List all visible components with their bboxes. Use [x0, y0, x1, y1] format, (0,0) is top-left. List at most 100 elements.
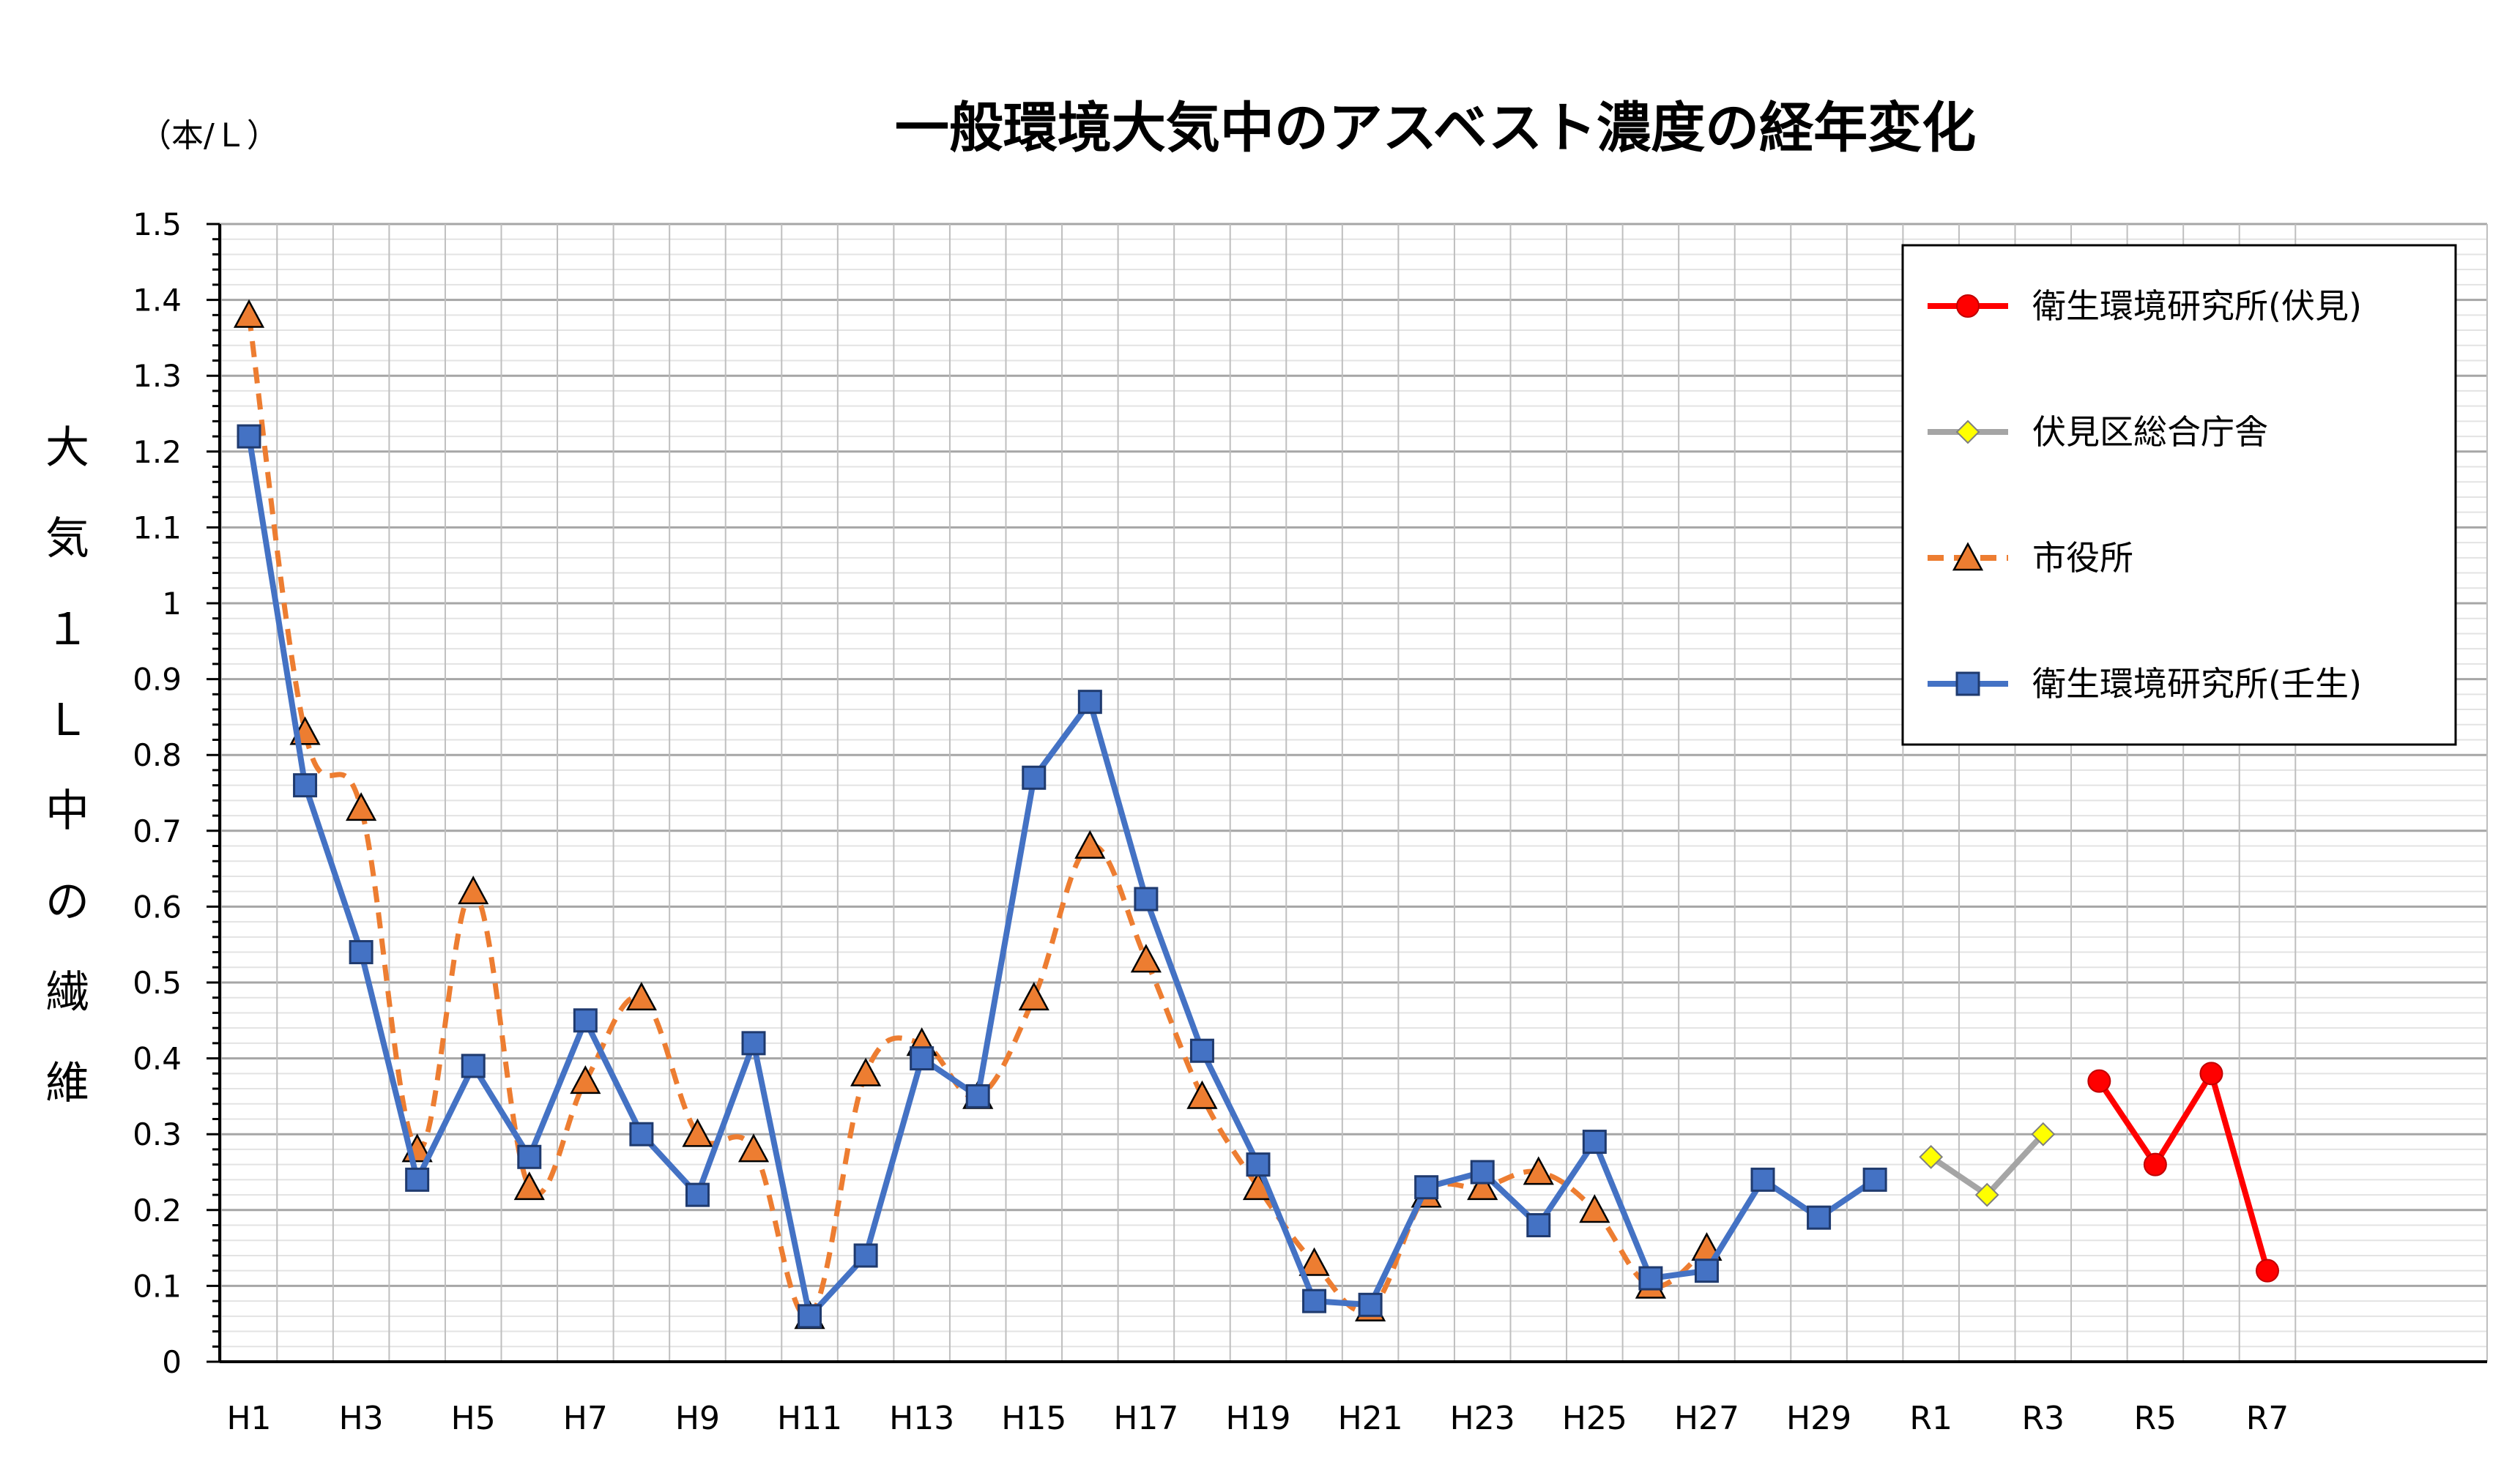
data-point — [573, 1008, 598, 1033]
series-square — [237, 424, 1887, 1329]
data-point — [1470, 1160, 1495, 1185]
data-point — [517, 1144, 542, 1169]
series-group — [233, 299, 2279, 1330]
legend-item: 衛生環境研究所(伏見) — [1928, 286, 2362, 326]
series-line — [2097, 1070, 2270, 1272]
data-point — [233, 299, 265, 328]
data-point — [349, 940, 374, 965]
data-point — [346, 792, 377, 821]
data-point — [1955, 420, 1980, 444]
data-point — [1526, 1213, 1551, 1238]
data-point — [1862, 1167, 1887, 1192]
x-tick-label: H25 — [1562, 1400, 1627, 1437]
y-axis-label-char: １ — [45, 604, 89, 655]
data-point — [1955, 671, 1980, 696]
axes — [207, 223, 2487, 1363]
series-diamond — [1919, 1122, 2056, 1207]
data-point — [513, 1171, 545, 1201]
y-axis-label-char: 中 — [45, 786, 89, 837]
data-point — [1919, 1144, 1944, 1169]
data-point — [682, 1118, 713, 1147]
data-point — [1414, 1175, 1439, 1200]
legend-item: 衛生環境研究所(壬生) — [1928, 664, 2362, 704]
y-tick-label: 0.6 — [133, 889, 182, 925]
x-tick-labels: H1 H3 H5 H7 H9 H11 H13 H15 H17 H19 H21 H23 H25 H27 H29… — [226, 1400, 2289, 1437]
series-triangle — [233, 299, 1723, 1330]
data-point — [1694, 1259, 1719, 1283]
y-tick-label: 1.3 — [133, 358, 182, 394]
y-tick-label: 0 — [162, 1344, 182, 1380]
legend-label: 衛生環境研究所(壬生) — [2032, 664, 2362, 704]
x-tick-label: R7 — [2246, 1400, 2289, 1437]
y-tick-label: 0.9 — [133, 662, 182, 698]
data-point — [1186, 1080, 1218, 1109]
y-tick-label: 0.7 — [133, 813, 182, 849]
data-point — [1807, 1205, 1832, 1230]
y-tick-label: 0.1 — [133, 1268, 182, 1304]
data-point — [461, 1054, 486, 1078]
legend-label: 市役所 — [2032, 538, 2133, 578]
x-tick-label: H3 — [339, 1400, 384, 1437]
series-line — [246, 436, 1877, 1319]
y-axis-label-char: 維 — [45, 1058, 89, 1109]
data-point — [1246, 1152, 1271, 1177]
data-point — [1358, 1292, 1383, 1317]
data-point — [850, 1057, 882, 1086]
data-point — [1956, 294, 1980, 318]
data-point — [629, 1122, 654, 1146]
y-axis-label-char: 気 — [45, 513, 89, 564]
data-point — [1130, 944, 1162, 973]
x-tick-label: H19 — [1225, 1400, 1290, 1437]
y-tick-label: 1.4 — [133, 283, 182, 318]
data-point — [1189, 1038, 1214, 1063]
data-point — [570, 1065, 601, 1095]
data-point — [293, 773, 318, 798]
y-tick-label: 1 — [162, 586, 182, 622]
legend-box — [1901, 244, 2457, 746]
data-point — [405, 1167, 430, 1192]
x-tick-label: H7 — [563, 1400, 608, 1437]
y-tick-label: 0.3 — [133, 1116, 182, 1152]
data-point — [625, 982, 657, 1011]
x-tick-label: H1 — [226, 1400, 271, 1437]
legend-item: 市役所 — [1928, 538, 2133, 578]
y-tick-label: 1.5 — [133, 206, 182, 242]
data-point — [965, 1084, 990, 1108]
x-tick-label: H11 — [777, 1400, 842, 1437]
data-point — [2087, 1069, 2111, 1093]
y-tick-label: 0.4 — [133, 1041, 182, 1077]
data-point — [798, 1304, 822, 1329]
data-point — [2143, 1152, 2167, 1177]
y-tick-label: 0.8 — [133, 737, 182, 773]
data-point — [1523, 1156, 1554, 1185]
data-point — [1582, 1130, 1607, 1155]
data-point — [737, 1133, 770, 1163]
y-tick-label: 1.1 — [133, 510, 182, 545]
y-tick-label: 0.2 — [133, 1193, 182, 1228]
data-point — [1638, 1266, 1663, 1291]
x-tick-label: H5 — [451, 1400, 496, 1437]
x-tick-label: H27 — [1674, 1400, 1739, 1437]
chart-title: 一般環境大気中のアスベスト濃度の経年変化 — [895, 97, 1976, 160]
y-tick-labels: 1.5 1.4 1.3 1.2 1.1 1 0.9 0.8 0.7 0.6 0.5 0.4 0.3 0.2… — [133, 206, 182, 1380]
x-tick-label: H29 — [1786, 1400, 1851, 1437]
data-point — [1018, 982, 1049, 1011]
y-axis-label-char: の — [45, 876, 89, 928]
data-point — [1298, 1247, 1330, 1276]
unit-label: （本/Ｌ） — [139, 117, 279, 154]
data-point — [910, 1046, 934, 1071]
data-point — [1074, 829, 1106, 859]
data-point — [1302, 1289, 1327, 1313]
y-axis-label-char: 繊 — [45, 967, 89, 1018]
data-point — [1467, 1171, 1498, 1201]
x-tick-label: H23 — [1450, 1400, 1515, 1437]
data-point — [2199, 1062, 2223, 1086]
x-tick-label: H17 — [1113, 1400, 1178, 1437]
grid-lines — [220, 223, 2488, 1363]
data-point — [237, 424, 261, 449]
data-point — [2256, 1259, 2279, 1283]
legend-item: 伏見区総合庁舎 — [1928, 412, 2268, 452]
